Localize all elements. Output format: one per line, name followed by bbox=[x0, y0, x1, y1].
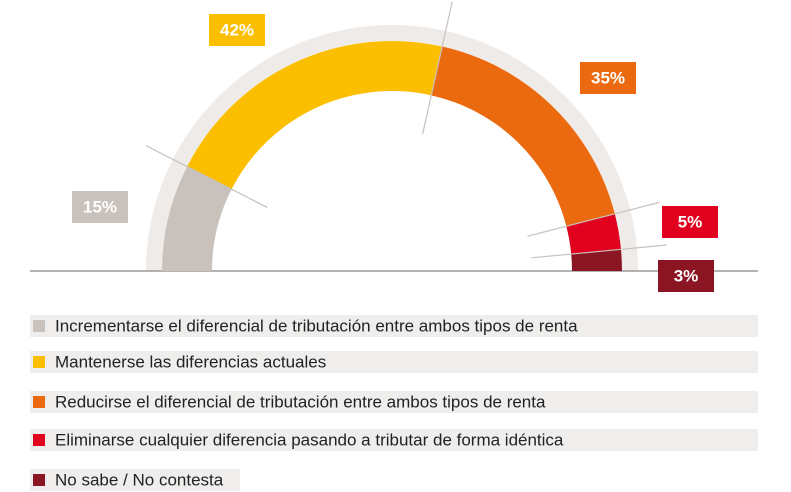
value-label: 15% bbox=[72, 191, 128, 223]
label-box bbox=[209, 14, 265, 46]
label-box bbox=[662, 206, 718, 238]
label-text: 42% bbox=[220, 20, 254, 39]
donut-segment bbox=[431, 46, 615, 227]
separator bbox=[531, 244, 667, 259]
separator bbox=[421, 1, 453, 135]
legend-swatch bbox=[33, 396, 45, 408]
donut-segment bbox=[162, 166, 232, 271]
separator bbox=[145, 145, 268, 208]
value-label: 42% bbox=[209, 14, 265, 46]
value-label: 3% bbox=[658, 260, 714, 292]
label-text: 5% bbox=[678, 212, 703, 231]
legend-background bbox=[30, 391, 758, 413]
label-box bbox=[658, 260, 714, 292]
label-box bbox=[72, 191, 128, 223]
donut-segment bbox=[566, 213, 621, 255]
legend-label: No sabe / No contesta bbox=[55, 470, 224, 489]
label-box bbox=[580, 62, 636, 94]
legend-swatch bbox=[33, 474, 45, 486]
legend-swatch bbox=[33, 320, 45, 332]
legend-background bbox=[30, 351, 758, 373]
donut-segment bbox=[571, 249, 622, 271]
label-text: 15% bbox=[83, 197, 117, 216]
value-label: 35% bbox=[580, 62, 636, 94]
label-text: 3% bbox=[674, 266, 699, 285]
label-text: 35% bbox=[591, 68, 625, 87]
legend-swatch bbox=[33, 434, 45, 446]
donut-segment bbox=[187, 40, 443, 190]
legend-swatch bbox=[33, 356, 45, 368]
legend-label: Mantenerse las diferencias actuales bbox=[55, 352, 326, 371]
legend-label: Reducirse el diferencial de tributación … bbox=[55, 392, 546, 411]
legend-background bbox=[30, 429, 758, 451]
legend-background bbox=[30, 315, 758, 337]
legend-label: Eliminarse cualquier diferencia pasando … bbox=[55, 430, 564, 449]
legend-label: Incrementarse el diferencial de tributac… bbox=[55, 316, 578, 335]
separator bbox=[527, 201, 660, 237]
legend-background bbox=[30, 469, 240, 491]
value-label: 5% bbox=[662, 206, 718, 238]
